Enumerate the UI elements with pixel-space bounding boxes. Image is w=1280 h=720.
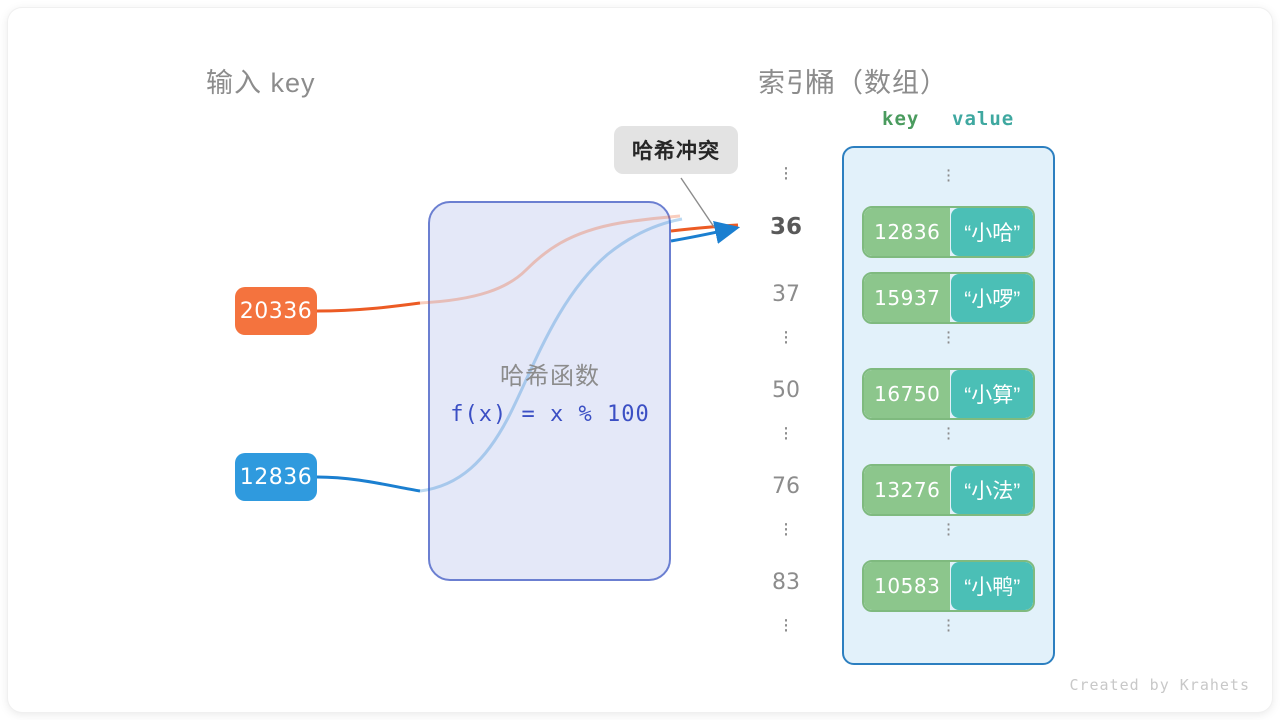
index-ellipsis: · · · xyxy=(758,610,814,643)
vertical-ellipsis-icon: · · · xyxy=(945,514,952,545)
vertical-ellipsis-icon: · · · xyxy=(945,160,952,191)
collision-leader-line xyxy=(680,177,715,228)
bucket-ellipsis: · · · xyxy=(844,610,1053,641)
input-key-chip-20336[interactable]: 20336 xyxy=(235,287,317,335)
hash-function-box xyxy=(428,201,671,581)
bucket-ellipsis: · · · xyxy=(844,160,1053,191)
vertical-ellipsis-icon: · · · xyxy=(945,418,952,449)
header-value: value xyxy=(952,108,1015,130)
header-bucket: 桶（数组） xyxy=(808,68,948,98)
vertical-ellipsis-icon: · · · xyxy=(782,418,790,450)
vertical-ellipsis-icon: · · · xyxy=(782,158,790,190)
bucket-entry[interactable]: 16750 “小算” xyxy=(862,368,1035,420)
entry-value: “小算” xyxy=(951,370,1033,418)
bucket-entry[interactable]: 10583 “小鸭” xyxy=(862,560,1035,612)
entry-value: “小法” xyxy=(951,466,1033,514)
diagram-card: 输入 key 索引 桶（数组） key value 哈希函数 f(x) = x … xyxy=(8,8,1272,712)
index-label-76: 76 xyxy=(772,474,800,499)
index-label-36: 36 xyxy=(769,214,802,240)
index-ellipsis: · · · xyxy=(758,322,814,355)
entry-key: 15937 xyxy=(864,274,951,322)
entry-key: 12836 xyxy=(864,208,951,256)
bucket-ellipsis: · · · xyxy=(844,514,1053,545)
hash-function-title: 哈希函数 xyxy=(500,363,600,390)
bucket-entry[interactable]: 15937 “小啰” xyxy=(862,272,1035,324)
hash-collision-badge: 哈希冲突 xyxy=(614,126,738,174)
curve-20336-out xyxy=(670,223,739,233)
index-label-83: 83 xyxy=(772,570,800,595)
curve-20336-in xyxy=(316,301,421,313)
index-label-50: 50 xyxy=(772,378,800,403)
bucket-ellipsis: · · · xyxy=(844,322,1053,353)
curve-12836-out xyxy=(670,220,741,244)
hash-function-formula: f(x) = x % 100 xyxy=(450,402,650,427)
index-ellipsis: · · · xyxy=(758,418,814,451)
bucket-entry[interactable]: 13276 “小法” xyxy=(862,464,1035,516)
header-key: key xyxy=(882,108,920,130)
footer-credit: Created by Krahets xyxy=(1069,676,1250,694)
entry-value: “小哈” xyxy=(951,208,1033,256)
entry-key: 10583 xyxy=(864,562,951,610)
entry-key: 13276 xyxy=(864,466,951,514)
entry-value: “小鸭” xyxy=(951,562,1033,610)
bucket-array: · · · 12836 “小哈” 15937 “小啰” · · · 16750 “小算” · · · 1327… xyxy=(842,146,1055,665)
input-key-chip-12836[interactable]: 12836 xyxy=(235,453,317,501)
header-input-key: 输入 key xyxy=(206,68,316,98)
bucket-entry[interactable]: 12836 “小哈” xyxy=(862,206,1035,258)
entry-value: “小啰” xyxy=(951,274,1033,322)
header-index: 索引 xyxy=(758,68,814,98)
vertical-ellipsis-icon: · · · xyxy=(945,610,952,641)
vertical-ellipsis-icon: · · · xyxy=(945,322,952,353)
curve-12836-in xyxy=(316,475,421,493)
vertical-ellipsis-icon: · · · xyxy=(782,514,790,546)
vertical-ellipsis-icon: · · · xyxy=(782,322,790,354)
index-ellipsis: · · · xyxy=(758,158,814,191)
index-ellipsis: · · · xyxy=(758,514,814,547)
entry-key: 16750 xyxy=(864,370,951,418)
bucket-ellipsis: · · · xyxy=(844,418,1053,449)
vertical-ellipsis-icon: · · · xyxy=(782,610,790,642)
index-label-37: 37 xyxy=(772,282,800,307)
